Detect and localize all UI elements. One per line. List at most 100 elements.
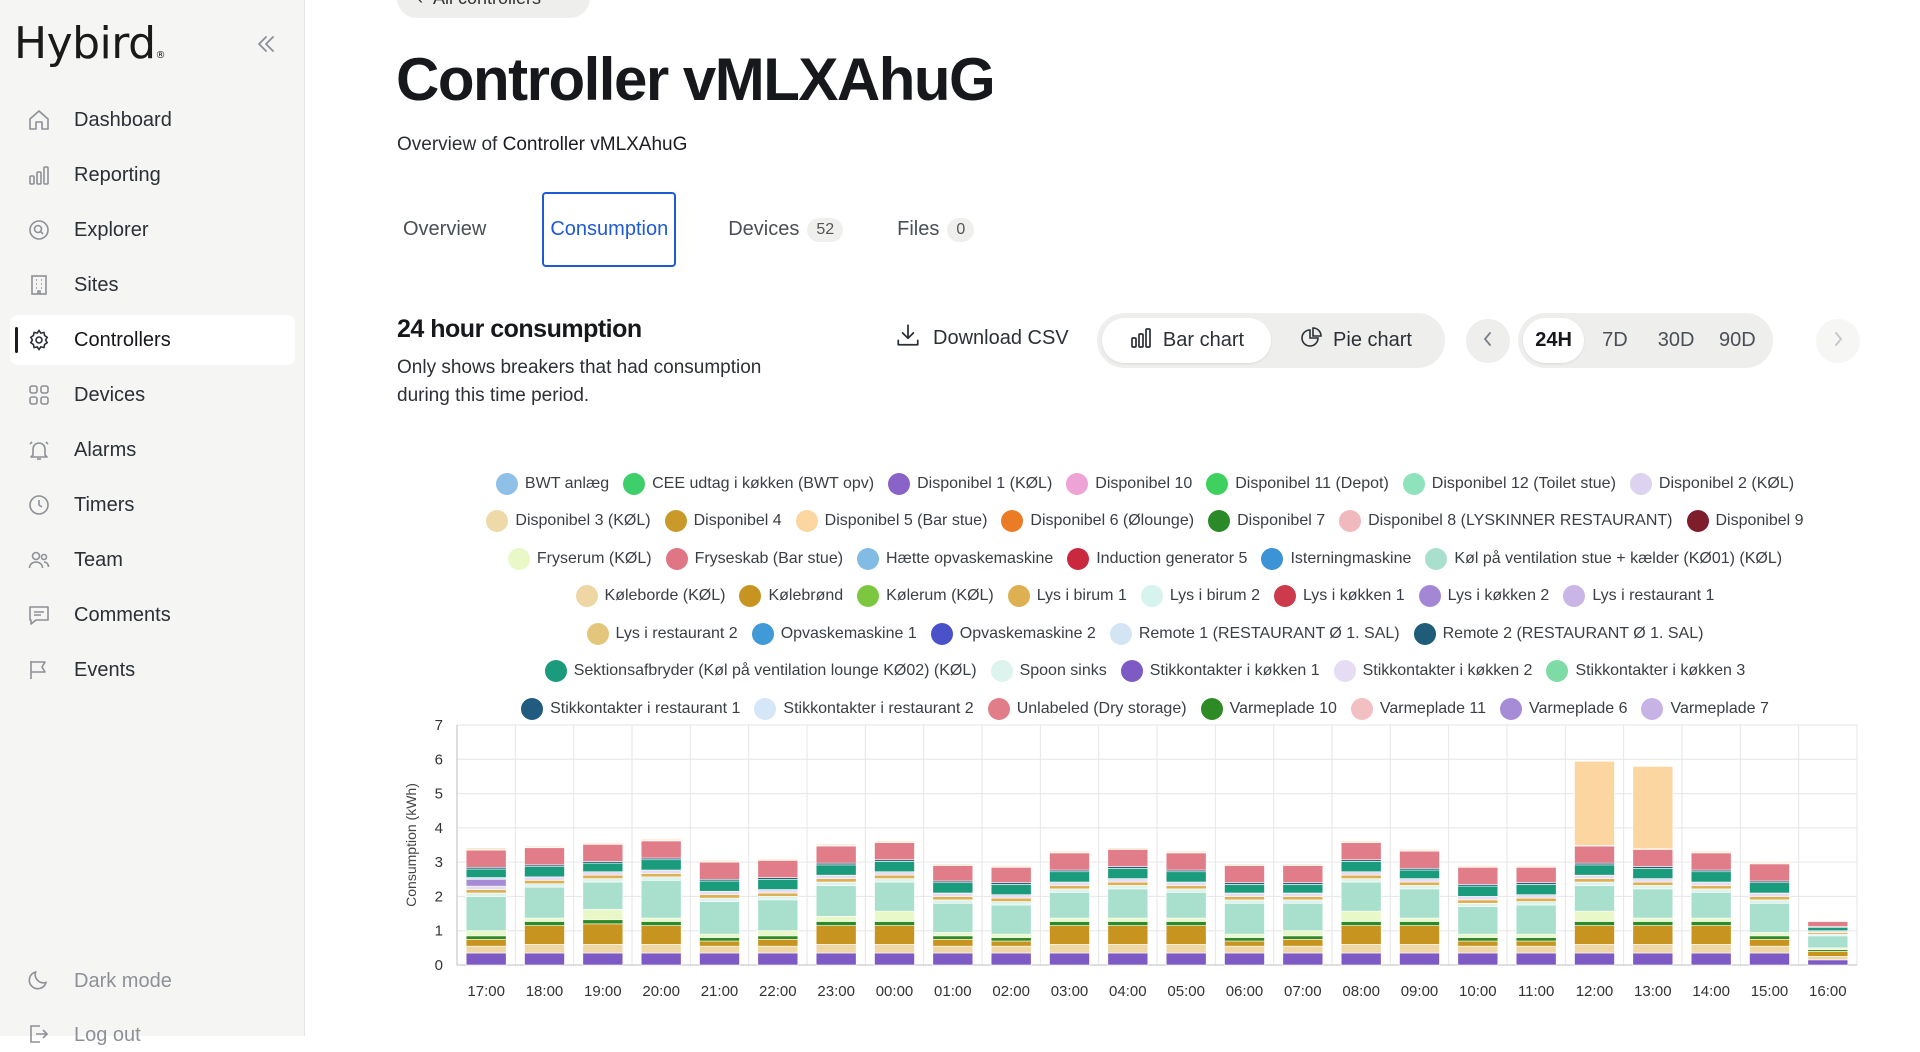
bar-segment[interactable] [700,953,740,965]
bar-segment[interactable] [1516,905,1556,934]
bar-segment[interactable] [1283,866,1323,883]
bar-segment[interactable] [700,934,740,937]
bar-segment[interactable] [1341,879,1381,882]
bar-segment[interactable] [1108,848,1148,849]
bar-segment[interactable] [583,844,623,861]
bar-segment[interactable] [466,886,506,889]
bar-segment[interactable] [525,877,565,880]
bar-segment[interactable] [1575,761,1615,845]
bar-segment[interactable] [1225,953,1265,965]
bar-segment[interactable] [641,880,681,918]
bar-segment[interactable] [1575,865,1615,875]
bar-segment[interactable] [875,926,915,945]
bar-segment[interactable] [1166,853,1206,870]
bar-segment[interactable] [1166,918,1206,921]
bar-segment[interactable] [1516,946,1556,953]
bar-segment[interactable] [700,938,740,941]
bar-segment[interactable] [1808,927,1848,930]
bar-segment[interactable] [1341,944,1381,953]
bar-segment[interactable] [1691,892,1731,918]
bar-segment[interactable] [1050,892,1090,918]
bar-segment[interactable] [1400,926,1440,945]
bar-segment[interactable] [991,866,1031,867]
bar-segment[interactable] [525,921,565,925]
bar-segment[interactable] [991,895,1031,898]
bar-segment[interactable] [758,900,798,931]
app-logo[interactable]: Hybird® [14,18,165,69]
legend-item[interactable]: Disponibel 8 (LYSKINNER RESTAURANT) [1339,510,1672,532]
bar-segment[interactable] [1808,956,1848,959]
bar-segment[interactable] [1050,872,1090,882]
legend-item[interactable]: Disponibel 12 (Toilet stue) [1403,473,1616,495]
bar-segment[interactable] [758,860,798,877]
bar-segment[interactable] [1633,953,1673,965]
bar-segment[interactable] [1750,883,1790,893]
bar-segment[interactable] [525,887,565,918]
bar-segment[interactable] [816,921,856,925]
sidebar-item-team[interactable]: Team [10,535,295,585]
bar-segment[interactable] [816,879,856,882]
previous-period-button[interactable] [1466,319,1510,363]
bar-segment[interactable] [1750,900,1790,903]
bar-segment[interactable] [1400,882,1440,885]
bar-segment[interactable] [1225,934,1265,937]
bar-segment[interactable] [1108,868,1148,878]
bar-segment[interactable] [1575,846,1615,863]
bar-segment[interactable] [816,882,856,885]
bar-segment[interactable] [991,902,1031,905]
bar-segment[interactable] [583,924,623,945]
bar-segment[interactable] [1575,926,1615,945]
bar-segment[interactable] [875,944,915,953]
legend-item[interactable]: CEE udtag i køkken (BWT opv) [623,473,874,495]
bar-segment[interactable] [1050,926,1090,945]
bar-segment[interactable] [1458,934,1498,937]
legend-item[interactable]: Lys i køkken 1 [1274,585,1405,607]
sidebar-item-controllers[interactable]: Controllers [10,315,295,365]
legend-item[interactable]: Disponibel 10 [1066,473,1192,495]
bar-segment[interactable] [1691,872,1731,882]
legend-item[interactable]: Hætte opvaskemaskine [857,548,1053,570]
bar-segment[interactable] [641,944,681,953]
bar-segment[interactable] [1808,960,1848,965]
bar-segment[interactable] [1633,868,1673,878]
bar-segment[interactable] [1458,866,1498,867]
bar-segment[interactable] [816,916,856,921]
bar-segment[interactable] [875,953,915,965]
bar-segment[interactable] [525,880,565,883]
pie-chart-button[interactable]: Pie chart [1271,318,1440,363]
bar-segment[interactable] [641,841,681,858]
bar-segment[interactable] [816,844,856,845]
collapse-sidebar-icon[interactable] [252,30,280,58]
bar-segment[interactable] [1633,885,1673,888]
bar-segment[interactable] [641,918,681,921]
legend-item[interactable]: Disponibel 4 [665,510,782,532]
bar-segment[interactable] [700,946,740,953]
bar-segment[interactable] [1050,889,1090,892]
bar-segment[interactable] [1400,851,1440,868]
bar-segment[interactable] [583,882,623,909]
tab-overview[interactable]: Overview [397,192,492,267]
bar-segment[interactable] [991,934,1031,937]
sidebar-item-alarms[interactable]: Alarms [10,425,295,475]
bar-segment[interactable] [1633,849,1673,866]
bar-segment[interactable] [816,926,856,945]
bar-segment[interactable] [583,875,623,878]
range-24h-button[interactable]: 24H [1523,318,1584,363]
bar-segment[interactable] [1050,885,1090,888]
bar-segment[interactable] [1458,938,1498,941]
bar-segment[interactable] [1750,936,1790,939]
bar-segment[interactable] [700,902,740,935]
legend-item[interactable]: Disponibel 1 (KØL) [888,473,1052,495]
bar-segment[interactable] [1458,900,1498,903]
bar-segment[interactable] [1400,849,1440,850]
legend-item[interactable]: Lys i restaurant 1 [1563,585,1714,607]
legend-item[interactable]: Spoon sinks [991,660,1107,682]
bar-segment[interactable] [875,872,915,875]
bar-segment[interactable] [1516,884,1556,894]
bar-segment[interactable] [525,918,565,921]
legend-item[interactable]: Remote 1 (RESTAURANT Ø 1. SAL) [1110,623,1400,645]
bar-segment[interactable] [1691,953,1731,965]
legend-item[interactable]: Stikkontakter i køkken 3 [1546,660,1745,682]
legend-item[interactable]: Opvaskemaskine 1 [752,623,917,645]
bar-segment[interactable] [1225,896,1265,899]
